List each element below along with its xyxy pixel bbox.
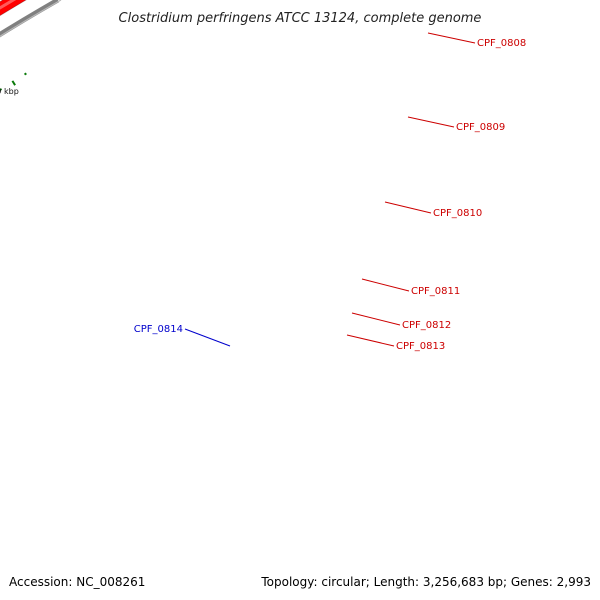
tick-minor — [0, 88, 3, 91]
gene-label-cpf_0809: CPF_0809 — [456, 122, 505, 133]
accession-text: Accession: NC_008261 — [9, 575, 145, 589]
feature-cds-shine — [0, 0, 17, 10]
tick-minor — [23, 72, 27, 76]
leader-line — [384, 201, 432, 214]
feature-cds — [0, 0, 27, 17]
map-title: Clostridium perfringens ATCC 13124, comp… — [119, 11, 482, 26]
leader-line — [427, 32, 476, 44]
tick-marks: 959 kbp960 kbp961 kbp962 kbp963 kbp964 k… — [0, 72, 27, 96]
gene-label-cpf_0814: CPF_0814 — [134, 324, 183, 335]
leader-line — [184, 328, 231, 347]
tick-major — [11, 80, 16, 86]
leader-line — [346, 334, 395, 347]
leader-line — [351, 312, 401, 326]
gene-label-cpf_0808: CPF_0808 — [477, 38, 526, 49]
gene-label-cpf_0813: CPF_0813 — [396, 341, 445, 352]
gene-features — [0, 0, 27, 17]
gene-labels: CPF_0808 CPF_0809 CPF_0810 CPF_0811 CPF_0812… — [134, 32, 526, 352]
topology-text: Topology: circular; Length: 3,256,683 bp… — [260, 575, 591, 589]
gene-label-cpf_0811: CPF_0811 — [411, 286, 460, 297]
leader-line — [407, 116, 455, 128]
gene-label-cpf_0812: CPF_0812 — [402, 320, 451, 331]
leader-line — [361, 278, 410, 292]
tick-label: 959 kbp — [0, 87, 19, 96]
gene-label-cpf_0810: CPF_0810 — [433, 208, 482, 219]
